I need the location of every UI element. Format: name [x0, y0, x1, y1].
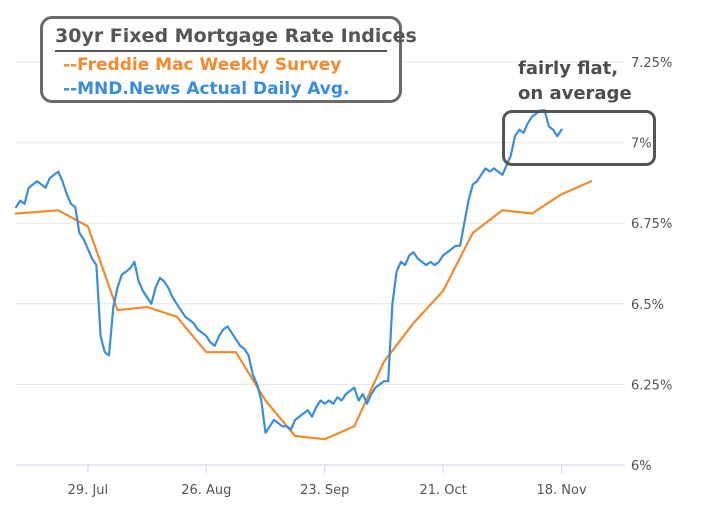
- legend-entry-freddie-mac: --Freddie Mac Weekly Survey: [63, 55, 342, 75]
- x-tick-label: 29. Jul: [68, 483, 109, 498]
- y-tick-label: 7.25%: [631, 56, 672, 71]
- y-tick-label: 6.75%: [631, 217, 672, 232]
- y-tick-label: 7%: [631, 137, 652, 152]
- chart-title: 30yr Fixed Mortgage Rate Indices: [55, 25, 417, 47]
- annotation-highlight-box: [502, 110, 656, 166]
- annotation-line-2: on average: [518, 83, 632, 104]
- y-tick-label: 6%: [631, 459, 652, 474]
- x-tick-label: 26. Aug: [181, 483, 231, 498]
- annotation-line-1: fairly flat,: [518, 58, 619, 79]
- legend: 30yr Fixed Mortgage Rate Indices --Fredd…: [40, 16, 417, 103]
- mnd-daily-avg-line: [14, 109, 563, 434]
- title-underline: [55, 50, 387, 52]
- y-tick-label: 6.25%: [631, 378, 672, 393]
- y-tick-label: 6.5%: [631, 298, 664, 313]
- x-tick-label: 21. Oct: [419, 483, 466, 498]
- x-tick-label: 23. Sep: [300, 483, 349, 498]
- annotation-note: fairly flat, on average: [518, 56, 632, 106]
- x-tick-label: 18. Nov: [536, 483, 586, 498]
- legend-entry-mnd-news: --MND.News Actual Daily Avg.: [63, 79, 350, 99]
- freddie-mac-weekly-line: [14, 180, 593, 441]
